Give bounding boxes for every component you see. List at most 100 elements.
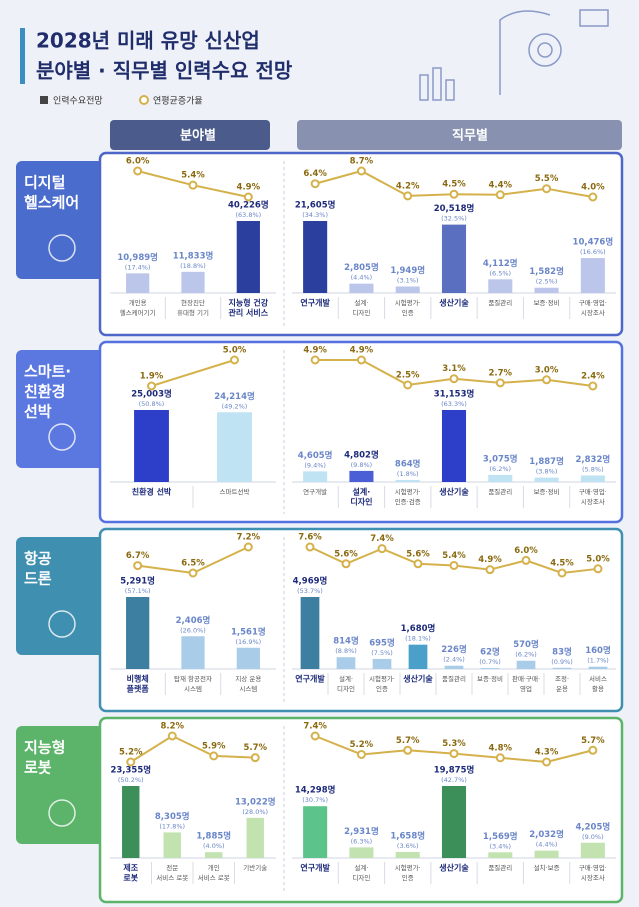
growth-label: 1.9% xyxy=(140,372,164,382)
category-label: 인증·검증 xyxy=(395,497,421,506)
growth-label: 5.3% xyxy=(442,739,466,749)
value-label: 25,003명 xyxy=(131,389,172,400)
section-name: 선박 xyxy=(24,403,52,421)
growth-marker xyxy=(188,568,198,578)
share-label: (0.9%) xyxy=(551,658,573,666)
growth-label: 5.4% xyxy=(442,551,466,561)
category-label: 설계· xyxy=(354,298,368,307)
value-label: 226명 xyxy=(441,644,467,655)
growth-label: 5.7% xyxy=(243,743,267,753)
section-tab xyxy=(16,537,116,655)
value-label: 1,561명 xyxy=(231,626,266,637)
bar xyxy=(336,657,356,669)
share-label: (57.1%) xyxy=(125,587,151,595)
category-label: 영업 xyxy=(520,684,532,693)
value-label: 1,569명 xyxy=(483,831,518,842)
growth-label: 5.5% xyxy=(535,174,559,184)
category-label: 지능형 건강 xyxy=(229,298,269,308)
share-label: (3.6%) xyxy=(397,842,419,850)
growth-label: 3.0% xyxy=(535,365,559,375)
bar xyxy=(408,644,428,669)
category-label: 인증 xyxy=(402,873,414,882)
value-label: 10,989명 xyxy=(117,252,158,263)
share-label: (16.9%) xyxy=(235,638,261,646)
bar xyxy=(395,480,420,482)
bar xyxy=(300,597,320,669)
category-label: 시장조사 xyxy=(581,497,605,506)
share-label: (17.4%) xyxy=(125,263,151,271)
growth-label: 4.4% xyxy=(488,180,512,190)
category-label: 기반기술 xyxy=(243,863,267,872)
category-label: 활용 xyxy=(592,684,604,693)
growth-label: 5.2% xyxy=(119,748,143,758)
value-label: 8,305명 xyxy=(155,811,190,822)
category-label: 품질관리 xyxy=(488,863,512,872)
bar xyxy=(205,852,223,858)
bar xyxy=(480,668,500,669)
growth-marker xyxy=(449,189,459,199)
growth-label: 4.9% xyxy=(350,346,374,356)
category-label: 설계· xyxy=(339,674,353,683)
growth-label: 4.8% xyxy=(488,743,512,753)
section-tab xyxy=(16,161,116,279)
category-label: 시험평가· xyxy=(395,487,421,496)
section-name: 항공 xyxy=(24,550,52,568)
section-icon xyxy=(48,799,76,827)
growth-marker xyxy=(449,560,459,570)
category-label: 디자인 xyxy=(352,308,370,317)
value-label: 3,075명 xyxy=(483,453,518,464)
value-label: 695명 xyxy=(369,637,395,648)
value-label: 19,875명 xyxy=(434,765,475,776)
growth-marker xyxy=(341,559,351,569)
value-label: 23,355명 xyxy=(110,765,151,776)
category-label: 탑재 항공전자 xyxy=(174,674,212,683)
bar xyxy=(588,666,608,669)
value-label: 1,658명 xyxy=(390,830,425,841)
growth-marker xyxy=(542,757,552,767)
share-label: (1.8%) xyxy=(397,470,419,478)
value-label: 20,518명 xyxy=(434,203,475,214)
share-label: (1.7%) xyxy=(587,657,609,665)
section-name: 드론 xyxy=(24,570,52,588)
growth-label: 5.6% xyxy=(334,549,358,559)
section-name: 디지털 xyxy=(24,174,65,192)
share-label: (63.3%) xyxy=(441,400,467,408)
growth-marker xyxy=(243,192,253,202)
value-label: 1,887명 xyxy=(529,456,564,467)
value-label: 11,833명 xyxy=(173,250,214,261)
category-label: 생산기술 xyxy=(403,674,433,684)
category-label: 개인용 xyxy=(129,298,147,307)
growth-marker xyxy=(449,374,459,384)
category-label: 운용 xyxy=(556,685,568,693)
value-label: 13,022명 xyxy=(235,796,276,807)
share-label: (8.8%) xyxy=(335,647,357,655)
share-label: (42.7%) xyxy=(441,776,467,784)
growth-line xyxy=(130,734,256,763)
legend-swatch xyxy=(139,95,149,105)
growth-marker xyxy=(495,753,505,763)
category-label: 보증·정비 xyxy=(534,298,560,307)
category-label: 보증·정비 xyxy=(477,674,503,683)
growth-line xyxy=(151,359,235,387)
share-label: (9.8%) xyxy=(351,461,373,469)
bar xyxy=(395,851,420,858)
value-label: 2,032명 xyxy=(529,829,564,840)
section-name: 지능형 xyxy=(24,739,65,757)
bar xyxy=(349,283,374,293)
growth-label: 6.7% xyxy=(126,551,150,561)
bar xyxy=(488,279,513,293)
category-label: 생산기술 xyxy=(439,863,469,873)
growth-marker xyxy=(356,749,366,759)
share-label: (53.7%) xyxy=(297,587,323,595)
value-label: 24,214명 xyxy=(214,391,255,402)
growth-label: 7.6% xyxy=(298,533,322,543)
growth-label: 2.5% xyxy=(396,370,420,380)
growth-label: 5.9% xyxy=(202,741,226,751)
value-label: 14,298명 xyxy=(295,785,336,796)
category-label: 연구개발 xyxy=(300,863,330,873)
bar xyxy=(534,287,559,293)
category-label: 스마트선박 xyxy=(220,487,250,496)
growth-marker xyxy=(133,561,143,571)
value-label: 570명 xyxy=(513,639,539,650)
growth-label: 4.9% xyxy=(478,555,502,565)
